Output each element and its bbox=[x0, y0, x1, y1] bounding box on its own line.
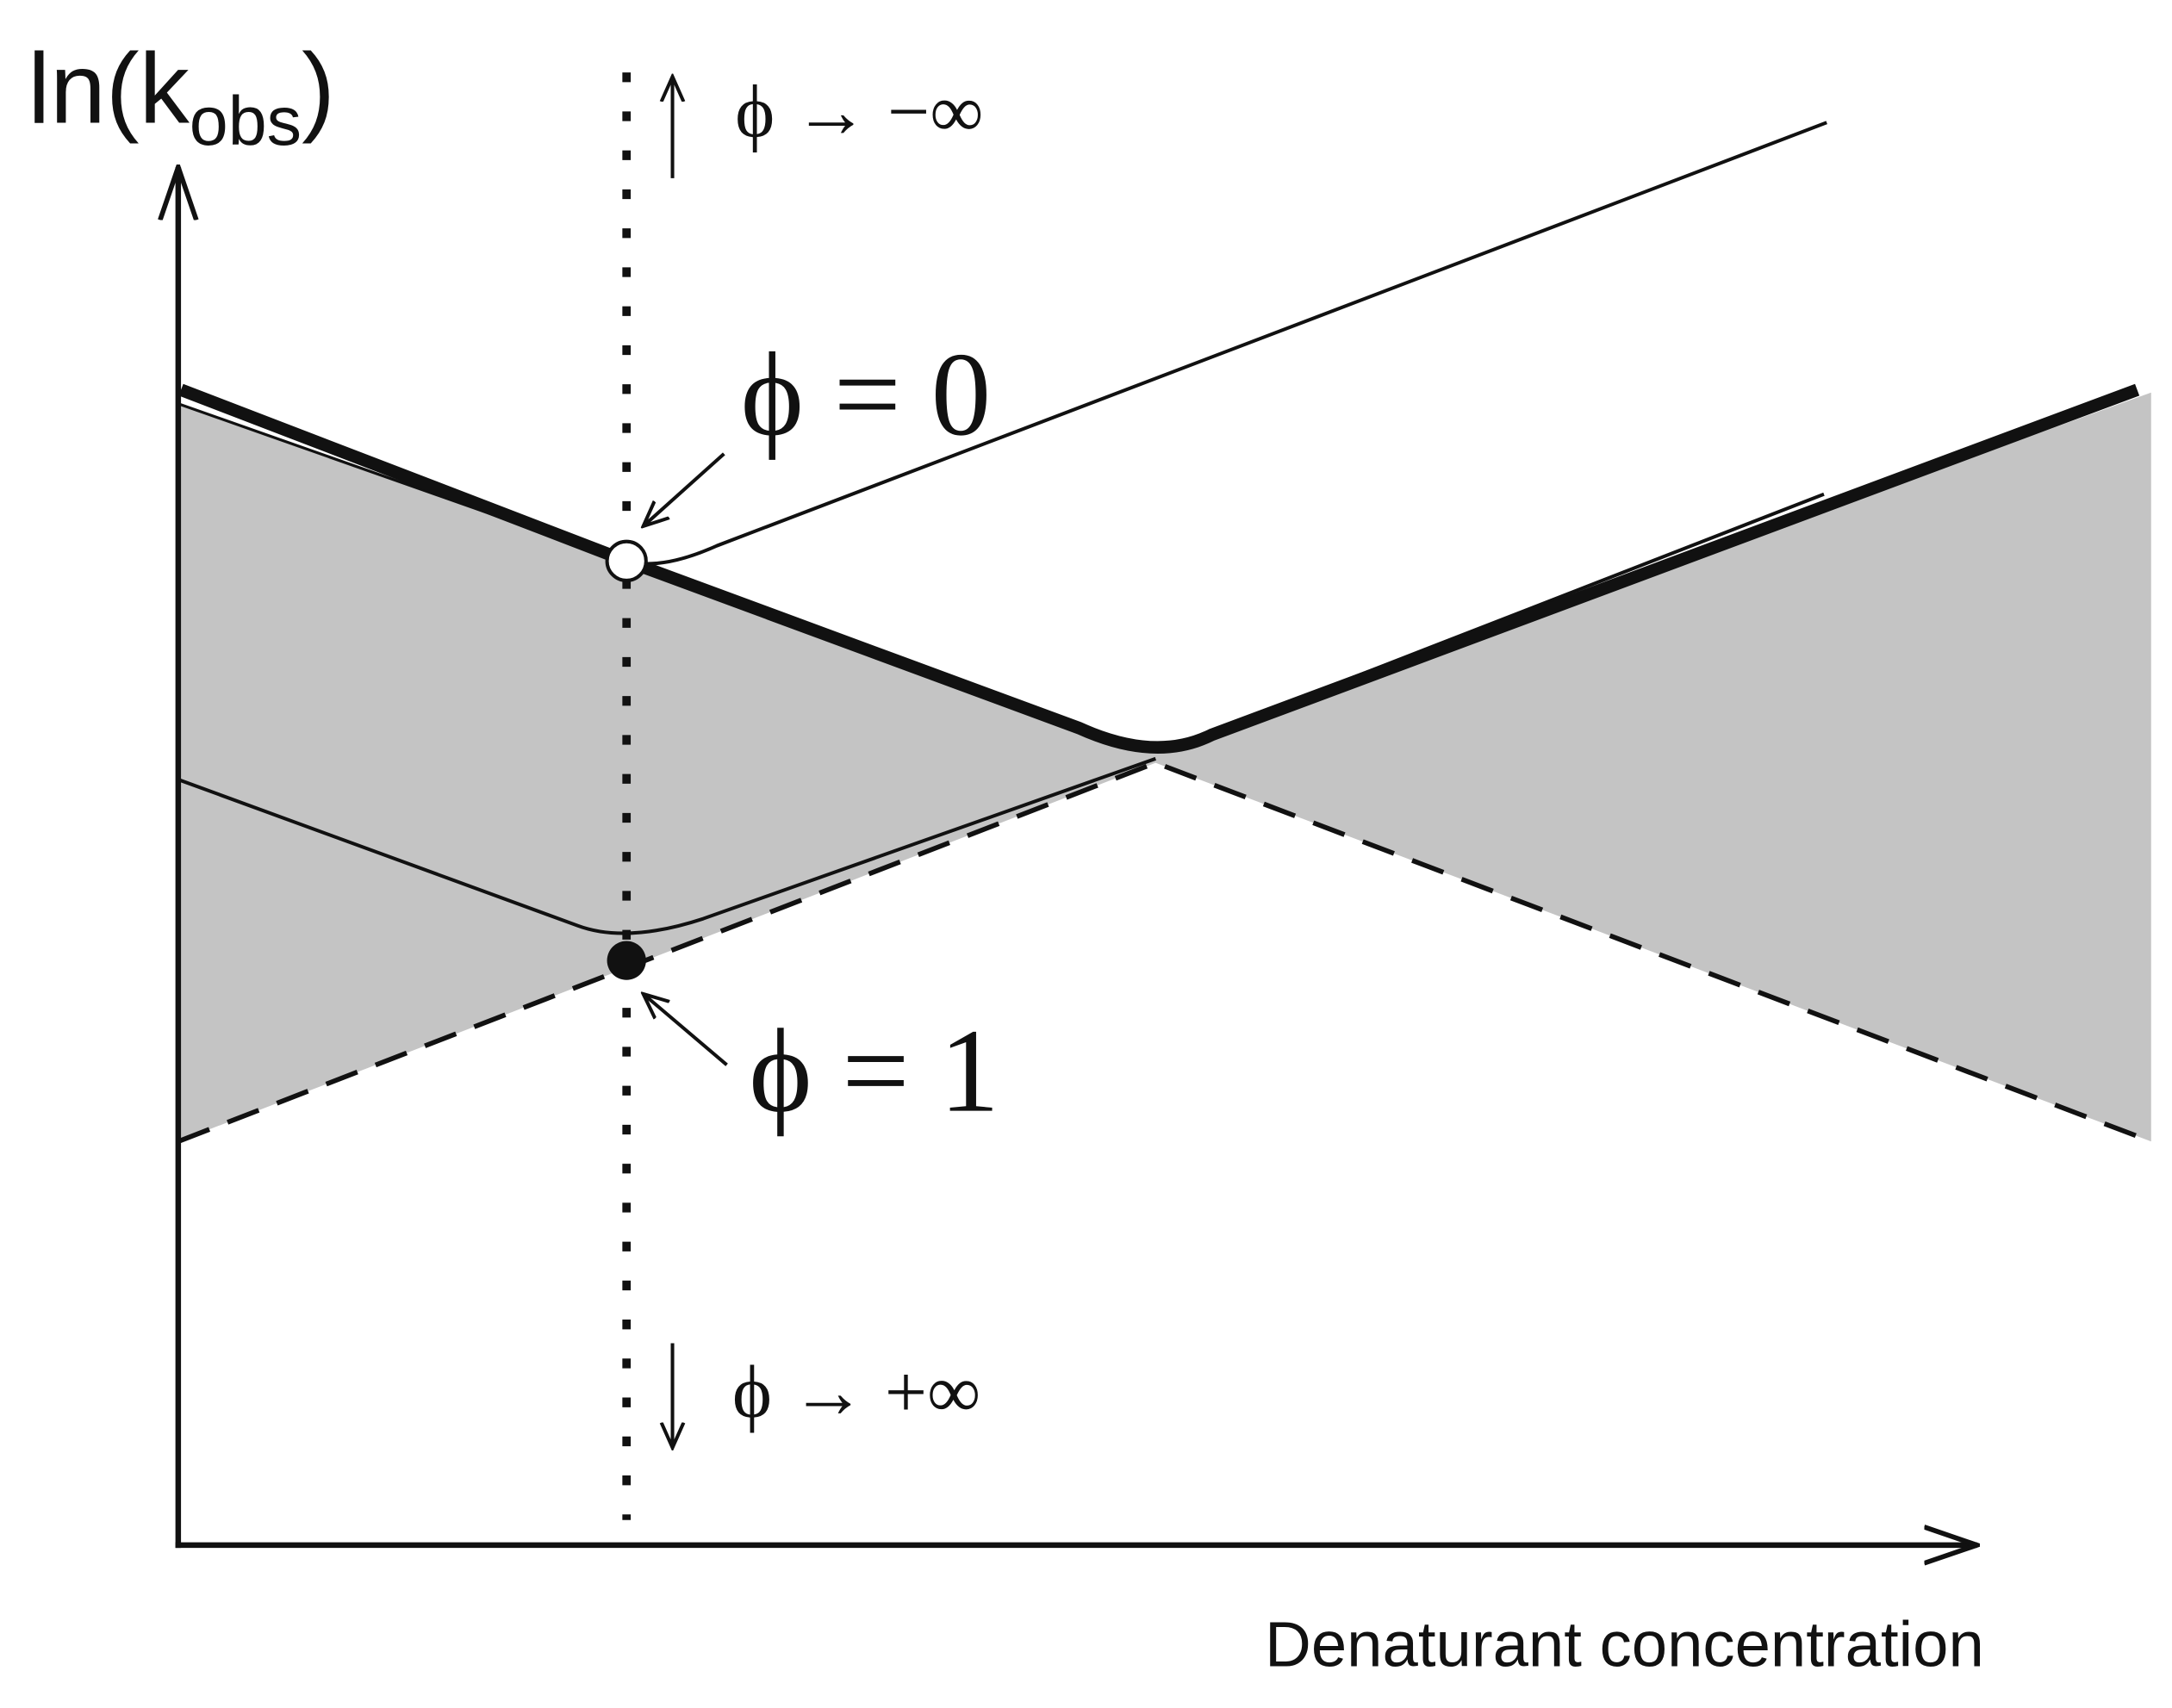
x-axis-label: Denaturant concentration bbox=[1265, 1608, 1984, 1680]
thick-curve bbox=[178, 383, 2140, 754]
dashed-line bbox=[177, 760, 2152, 1144]
y-axis-label: ln(kobs) bbox=[28, 32, 335, 160]
pointer-arrow bbox=[644, 452, 725, 526]
filled-point bbox=[607, 941, 646, 980]
annotation: ϕ → +∞ bbox=[732, 1350, 980, 1433]
y-label-subscript: obs bbox=[190, 83, 302, 160]
open-point bbox=[605, 539, 648, 582]
annotation: ϕ = 1 bbox=[749, 1005, 999, 1138]
annotation: ϕ = 0 bbox=[741, 328, 991, 461]
thin-curve-lower bbox=[177, 756, 1156, 935]
annotation: ϕ → −∞ bbox=[735, 69, 983, 152]
y-label-main: ln(k bbox=[28, 32, 190, 144]
y-label-close: ) bbox=[302, 32, 335, 144]
pointer-arrow bbox=[644, 994, 728, 1066]
